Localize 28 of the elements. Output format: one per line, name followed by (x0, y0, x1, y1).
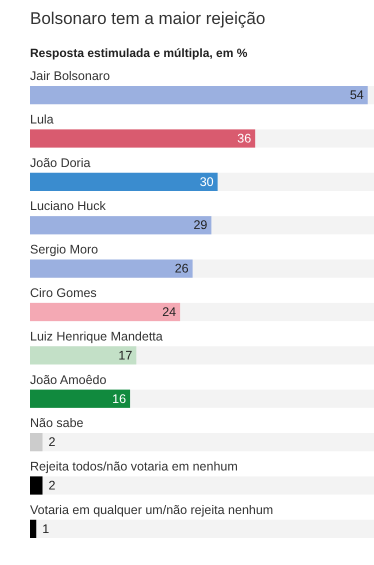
y-tick-label: João Doria (30, 156, 90, 170)
data-label: 17 (118, 348, 132, 362)
data-label: 29 (193, 218, 208, 232)
chart-title: Bolsonaro tem a maior rejeição (30, 9, 266, 28)
bar (30, 520, 36, 538)
y-tick-label: Lula (30, 112, 54, 126)
data-label: 30 (200, 174, 214, 189)
y-tick-label: João Amoêdo (30, 372, 106, 387)
data-label: 54 (350, 88, 364, 102)
data-label: 16 (112, 392, 126, 406)
y-tick-label: Ciro Gomes (30, 286, 97, 300)
y-tick-label: Votaria em qualquer um/não rejeita nenhum (30, 502, 274, 517)
y-tick-label: Sergio Moro (30, 242, 98, 257)
data-label: 2 (48, 435, 56, 450)
bar (30, 476, 43, 495)
y-tick-label: Rejeita todos/não votaria em nenhum (30, 460, 238, 474)
y-tick-label: Luciano Huck (30, 199, 106, 214)
y-tick-label: Jair Bolsonaro (30, 69, 110, 84)
bar (30, 86, 368, 104)
bar (30, 433, 43, 452)
data-label: 26 (174, 262, 189, 276)
data-label: 2 (48, 478, 56, 493)
chart-subtitle: Resposta estimulada e múltipla, em % (30, 46, 248, 60)
data-label: 36 (237, 131, 252, 146)
data-label: 24 (162, 305, 176, 319)
data-label: 1 (42, 522, 50, 536)
y-tick-label: Não sabe (30, 416, 84, 430)
y-tick-label: Luiz Henrique Mandetta (30, 329, 163, 344)
